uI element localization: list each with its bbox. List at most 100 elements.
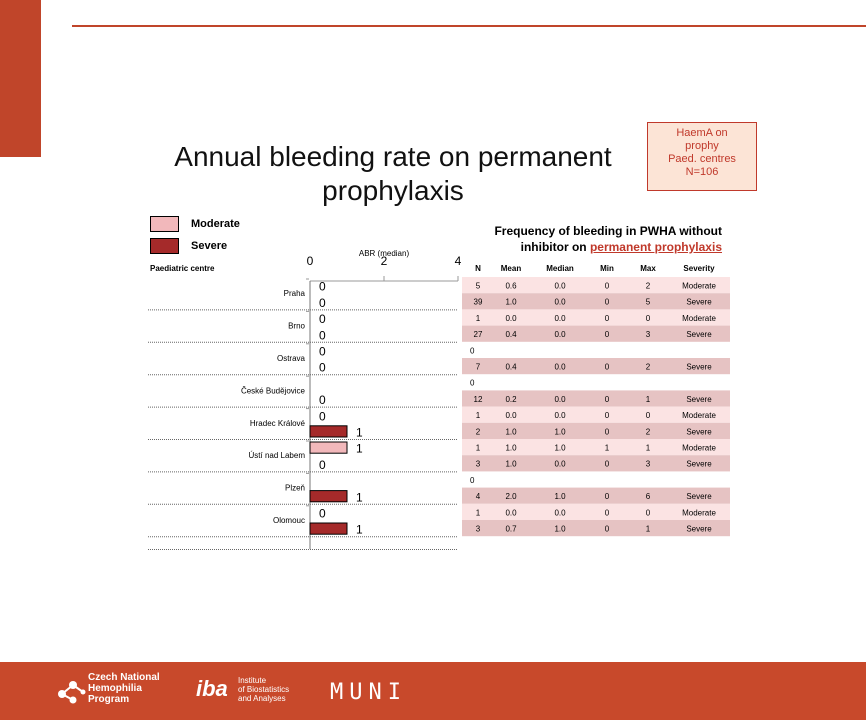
table-cell: 5 bbox=[646, 298, 651, 307]
table-cell: 0 bbox=[605, 282, 610, 291]
table-row-bg bbox=[462, 439, 730, 456]
table-cell: 0.0 bbox=[505, 314, 517, 323]
data-label: 0 bbox=[319, 345, 326, 359]
category-label: Ostrava bbox=[277, 354, 306, 363]
bar-severe bbox=[309, 425, 348, 438]
table-cell: Severe bbox=[686, 363, 712, 372]
table-cell: 7 bbox=[476, 363, 481, 372]
table-cell: 2 bbox=[646, 363, 651, 372]
info-line1: HaemA on bbox=[676, 127, 728, 139]
category-label: Ústí nad Labem bbox=[249, 451, 306, 460]
table-cell: 6 bbox=[646, 492, 651, 501]
table-cell: 0.0 bbox=[554, 395, 566, 404]
data-label: 0 bbox=[319, 361, 326, 375]
table-row-bg bbox=[462, 293, 730, 310]
table-cell: 0 bbox=[605, 427, 610, 436]
legend-swatch-moderate bbox=[150, 216, 179, 232]
table-cell: Severe bbox=[686, 460, 712, 469]
x-tick-label: 2 bbox=[381, 254, 388, 268]
table-cell: 0 bbox=[605, 411, 610, 420]
data-label: 1 bbox=[356, 426, 363, 440]
table-header-max: Max bbox=[640, 264, 656, 273]
table-cell: 0 bbox=[470, 379, 475, 388]
table-cell: 0 bbox=[605, 314, 610, 323]
data-label: 0 bbox=[319, 312, 326, 326]
data-label: 0 bbox=[319, 280, 326, 294]
table-cell: 0 bbox=[605, 298, 610, 307]
table-cell: 2 bbox=[476, 427, 481, 436]
bar-severe bbox=[309, 522, 348, 535]
category-label: Plzeň bbox=[285, 484, 305, 493]
table-cell: Severe bbox=[686, 492, 712, 501]
data-label: 0 bbox=[319, 393, 326, 407]
category-label: Praha bbox=[284, 289, 306, 298]
table-cell: Severe bbox=[686, 395, 712, 404]
data-label: 1 bbox=[356, 523, 363, 537]
category-label: Brno bbox=[288, 322, 305, 331]
table-cell: 0.0 bbox=[554, 298, 566, 307]
table-cell: 1.0 bbox=[505, 444, 517, 453]
x-axis-label: ABR (median) bbox=[359, 249, 410, 258]
cohort-info-box: HaemA on prophy Paed. centres N=106 bbox=[647, 122, 757, 191]
table-cell: 4 bbox=[476, 492, 481, 501]
legend-label-severe: Severe bbox=[191, 240, 228, 252]
table-cell: 0 bbox=[646, 508, 651, 517]
table-cell: 1.0 bbox=[554, 427, 566, 436]
table-cell: 1.0 bbox=[505, 298, 517, 307]
table-cell: 1 bbox=[646, 444, 651, 453]
table-cell: 1 bbox=[476, 444, 481, 453]
table-cell: 0.0 bbox=[554, 508, 566, 517]
table-cell: 0 bbox=[605, 330, 610, 339]
table-cell: 1 bbox=[605, 444, 610, 453]
table-cell: 39 bbox=[474, 298, 483, 307]
table-cell: Moderate bbox=[682, 314, 716, 323]
table-cell: 0.0 bbox=[554, 314, 566, 323]
chnp-line1: Czech National bbox=[88, 672, 160, 683]
chnp-line3: Program bbox=[88, 694, 130, 705]
table-cell: Severe bbox=[686, 298, 712, 307]
data-label: 1 bbox=[356, 442, 363, 456]
table-header-n: N bbox=[475, 264, 481, 273]
chnp-line2: Hemophilia bbox=[88, 683, 142, 694]
table-cell: 0.0 bbox=[505, 508, 517, 517]
table-cell: 0 bbox=[470, 346, 475, 355]
table-cell: 0 bbox=[605, 525, 610, 534]
table-cell: 0.0 bbox=[554, 282, 566, 291]
table-cell: 1.0 bbox=[554, 525, 566, 534]
table-row-bg bbox=[462, 422, 730, 439]
permanent-prophylaxis-link[interactable]: permanent prophylaxis bbox=[589, 240, 722, 254]
table-cell: Severe bbox=[686, 427, 712, 436]
data-label: 0 bbox=[319, 458, 326, 472]
table-cell: 5 bbox=[476, 282, 481, 291]
table-cell: 2 bbox=[646, 282, 651, 291]
table-cell: Moderate bbox=[682, 508, 716, 517]
freq-title-prefix: inhibitor on bbox=[520, 240, 590, 254]
table-cell: 3 bbox=[476, 460, 481, 469]
table-cell: 3 bbox=[646, 460, 651, 469]
table-cell: 1.0 bbox=[554, 444, 566, 453]
table-row-bg bbox=[462, 520, 730, 537]
legend-moderate: Moderate bbox=[150, 216, 240, 232]
legend-swatch-severe bbox=[150, 238, 179, 254]
table-cell: 0.6 bbox=[505, 282, 517, 291]
table-cell: 0.0 bbox=[554, 363, 566, 372]
table-cell: 3 bbox=[476, 525, 481, 534]
iba-logo-text: Institute of Biostatistics and Analyses bbox=[238, 676, 289, 703]
table-cell: 2.0 bbox=[505, 492, 517, 501]
footer-bar: Czech National Hemophilia Program iba In… bbox=[0, 662, 866, 720]
table-cell: Moderate bbox=[682, 444, 716, 453]
data-label: 0 bbox=[319, 296, 326, 310]
table-cell: 1.0 bbox=[554, 492, 566, 501]
table-cell: 12 bbox=[474, 395, 483, 404]
table-header-median: Median bbox=[546, 264, 574, 273]
info-line4: N=106 bbox=[685, 166, 719, 178]
freq-title-line2: inhibitor on permanent prophylaxis bbox=[468, 239, 722, 255]
data-label: 0 bbox=[319, 409, 326, 423]
table-header-severity: Severity bbox=[683, 264, 715, 273]
x-tick-label: 4 bbox=[455, 254, 462, 268]
table-row-bg bbox=[462, 277, 730, 294]
top-divider bbox=[72, 25, 866, 27]
table-cell: 0 bbox=[646, 314, 651, 323]
chnp-logo-text: Czech National Hemophilia Program bbox=[88, 672, 160, 705]
table-header-mean: Mean bbox=[501, 264, 522, 273]
